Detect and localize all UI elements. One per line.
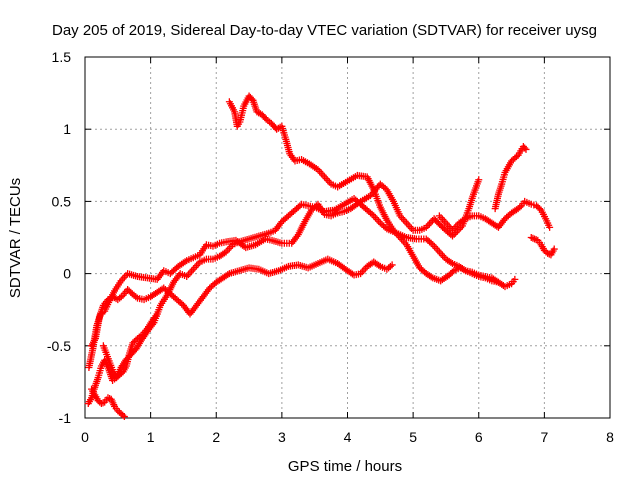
data-point	[368, 210, 376, 218]
data-point	[531, 235, 539, 243]
data-point	[527, 234, 535, 241]
y-tick-label: 1.5	[52, 49, 72, 65]
data-point	[550, 245, 558, 253]
x-axis-title: GPS time / hours	[288, 458, 402, 475]
data-point	[375, 261, 383, 269]
series-track-7	[435, 197, 554, 234]
x-tick-label: 2	[212, 429, 220, 445]
series-track-8	[491, 143, 530, 213]
y-tick-labels: -1 -0.5 0 0.5 1 1.5	[47, 49, 71, 426]
data-point	[120, 413, 128, 421]
data-point	[511, 275, 519, 283]
data-point	[153, 310, 161, 318]
series-track-6	[99, 310, 161, 382]
data-point	[516, 203, 524, 211]
chart-title: Day 205 of 2019, Sidereal Day-to-day VTE…	[52, 22, 597, 39]
data-point	[494, 278, 502, 286]
y-axis-title: SDTVAR / TECUs	[7, 178, 24, 298]
y-tick-label: 0.5	[52, 193, 72, 209]
x-tick-label: 5	[409, 429, 417, 445]
data-point	[536, 205, 544, 213]
x-tick-label: 4	[344, 429, 352, 445]
data-point	[529, 234, 537, 242]
x-tick-label: 8	[606, 429, 614, 445]
data-point	[448, 268, 456, 276]
data-point	[512, 153, 520, 161]
axis-ticks	[84, 56, 611, 419]
data-point	[521, 144, 529, 152]
data-point	[97, 400, 105, 408]
series-track-9	[527, 234, 558, 259]
x-tick-label: 3	[278, 429, 286, 445]
data-point	[460, 216, 468, 224]
x-tick-label: 0	[81, 429, 89, 445]
y-tick-label: 0	[63, 266, 71, 282]
data-point	[388, 261, 396, 269]
data-point	[546, 223, 554, 231]
data-point	[381, 223, 389, 231]
data-point	[460, 266, 468, 274]
series-track-3	[88, 255, 396, 350]
x-tick-labels: 0 1 2 3 4 5 6 7 8	[81, 429, 614, 445]
data-point	[119, 411, 127, 419]
x-tick-label: 7	[540, 429, 548, 445]
data-series	[84, 92, 558, 421]
data-point	[104, 394, 112, 402]
data-point	[447, 258, 455, 266]
data-point	[427, 273, 435, 281]
y-tick-label: -1	[59, 410, 72, 426]
x-tick-label: 6	[475, 429, 483, 445]
data-point	[522, 145, 530, 153]
series-track-5	[88, 385, 128, 421]
x-tick-label: 1	[147, 429, 155, 445]
data-point	[475, 176, 483, 184]
data-point	[296, 202, 304, 210]
y-tick-label: -0.5	[47, 338, 71, 354]
data-point	[224, 271, 232, 279]
data-point	[425, 220, 433, 228]
y-tick-label: 1	[63, 121, 71, 137]
data-point	[427, 239, 435, 247]
